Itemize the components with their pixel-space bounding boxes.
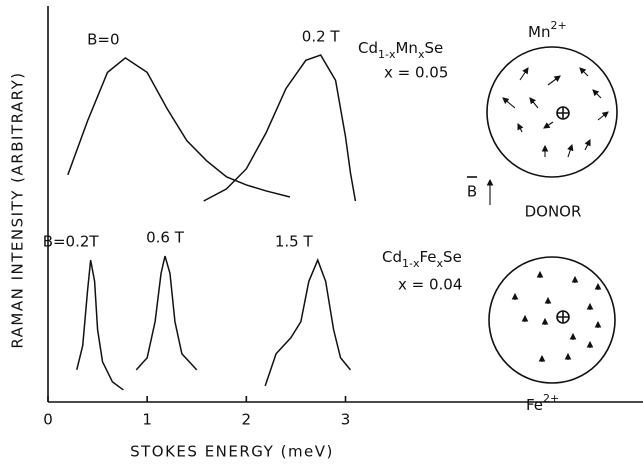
donor-circle bbox=[486, 46, 618, 178]
mn-inset bbox=[467, 46, 618, 205]
ion-label-part: Mn bbox=[528, 23, 550, 41]
x-tick-label: 0 bbox=[43, 411, 53, 429]
spin bbox=[547, 75, 561, 86]
formula-part: x bbox=[437, 257, 444, 270]
formula-part: Cd bbox=[382, 248, 402, 266]
series-label: B=0 bbox=[87, 30, 119, 48]
ion-label: Mn2+ bbox=[528, 19, 567, 41]
formula: Cd1-xFexSe bbox=[382, 248, 462, 270]
formula-part: Fe bbox=[419, 248, 436, 266]
curve bbox=[135, 255, 198, 371]
x-tick-label: 1 bbox=[142, 411, 152, 429]
spin bbox=[567, 143, 574, 158]
ion-label-part: Fe bbox=[526, 396, 543, 414]
donor-label: DONOR bbox=[525, 203, 582, 221]
formula-part: 1-x bbox=[378, 48, 396, 61]
plus bbox=[557, 107, 569, 119]
spin bbox=[597, 111, 609, 121]
formula-part: 1-x bbox=[402, 257, 420, 270]
formula-part: Se bbox=[424, 39, 443, 57]
series-label: 0.2 T bbox=[302, 28, 341, 46]
spin bbox=[584, 139, 591, 151]
plus bbox=[557, 311, 569, 323]
spin bbox=[543, 121, 554, 129]
curve bbox=[203, 54, 357, 202]
composition: x = 0.04 bbox=[398, 276, 462, 294]
formula-part: x bbox=[418, 48, 425, 61]
ion-label-part: 2+ bbox=[543, 392, 559, 405]
formula: Cd1-xMnxSe bbox=[358, 39, 443, 61]
spin bbox=[519, 67, 529, 81]
spin bbox=[529, 97, 539, 109]
curve bbox=[264, 258, 352, 387]
spin bbox=[592, 89, 602, 99]
curve bbox=[76, 259, 124, 391]
donor-circle bbox=[488, 256, 616, 384]
series-label: 1.5 T bbox=[275, 233, 314, 251]
y-axis-label: RAMAN INTENSITY (ARBITRARY) bbox=[9, 71, 27, 348]
x-tick-label: 2 bbox=[242, 411, 252, 429]
field-label: B bbox=[467, 183, 477, 201]
formula-part: Cd bbox=[358, 39, 378, 57]
formula-part: Se bbox=[443, 248, 462, 266]
fe-inset bbox=[488, 256, 616, 384]
x-axis-label: STOKES ENERGY (meV) bbox=[130, 443, 334, 461]
spin bbox=[502, 97, 516, 109]
composition: x = 0.05 bbox=[384, 64, 448, 82]
spins bbox=[511, 270, 602, 362]
formula-part: Mn bbox=[395, 39, 417, 57]
series-label: 0.6 T bbox=[146, 229, 185, 247]
curve bbox=[67, 56, 291, 198]
spin bbox=[517, 123, 524, 133]
x-tick-label: 3 bbox=[341, 411, 351, 429]
spin bbox=[579, 67, 589, 77]
series-label: B=0.2T bbox=[43, 233, 100, 251]
ion-label: Fe2+ bbox=[526, 392, 559, 414]
ion-label-part: 2+ bbox=[550, 19, 566, 32]
